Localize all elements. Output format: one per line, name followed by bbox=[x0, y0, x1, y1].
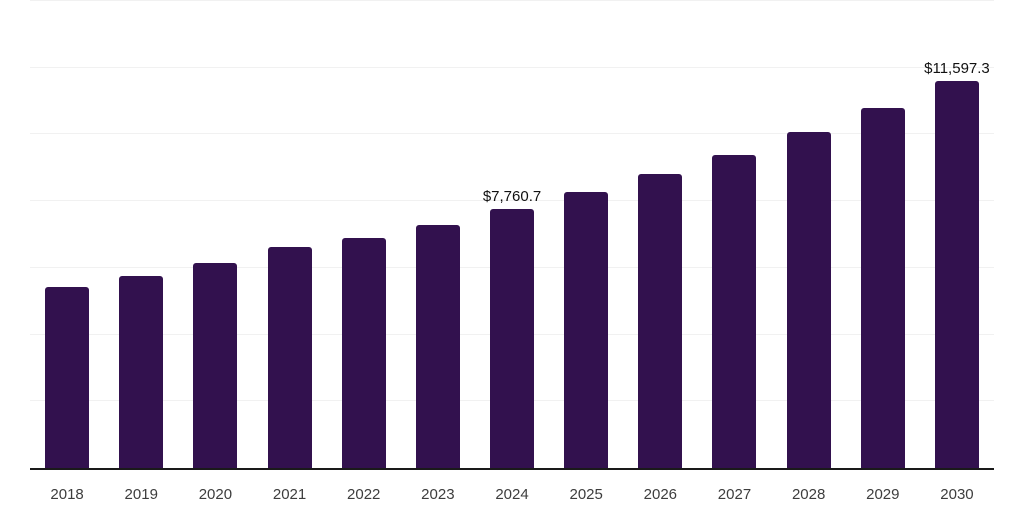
gridline bbox=[30, 200, 994, 202]
bar-slot bbox=[772, 1, 846, 468]
x-axis-label-2022: 2022 bbox=[347, 485, 381, 503]
bar-slot: $11,597.3 bbox=[920, 1, 994, 468]
bar-value-label: $7,760.7 bbox=[482, 188, 542, 206]
bar-slot bbox=[401, 1, 475, 468]
bar-2021[interactable] bbox=[267, 247, 312, 468]
bar-slot bbox=[623, 1, 697, 468]
plot-area: $7,760.7 $11,597.3 bbox=[30, 0, 994, 470]
x-axis-label-2023: 2023 bbox=[421, 485, 455, 503]
bar-2026[interactable] bbox=[638, 174, 683, 468]
bar-2019[interactable] bbox=[119, 275, 164, 468]
bar-2028[interactable] bbox=[786, 132, 831, 468]
bars-row: $7,760.7 $11,597.3 bbox=[30, 1, 994, 468]
bar-2025[interactable] bbox=[564, 192, 609, 468]
bar-slot bbox=[104, 1, 178, 468]
bar-2029[interactable] bbox=[860, 108, 905, 468]
x-axis-label-2029: 2029 bbox=[866, 485, 900, 503]
bar-slot bbox=[252, 1, 326, 468]
gridline bbox=[30, 66, 994, 68]
gridline bbox=[30, 133, 994, 135]
x-axis-label-2024: 2024 bbox=[495, 485, 529, 503]
bar-2020[interactable] bbox=[193, 262, 238, 468]
x-axis: 2018 2019 2020 2021 2022 2023 2024 2025 2026 2027… bbox=[30, 472, 994, 512]
bar-slot bbox=[697, 1, 771, 468]
x-axis-label-2026: 2026 bbox=[643, 485, 678, 503]
x-axis-label-2018: 2018 bbox=[50, 485, 84, 503]
x-axis-label-2020: 2020 bbox=[198, 485, 233, 503]
bar-2030[interactable] bbox=[934, 81, 979, 468]
bar-2022[interactable] bbox=[341, 237, 386, 468]
bar-slot bbox=[549, 1, 623, 468]
bar-slot bbox=[846, 1, 920, 468]
x-axis-label-2027: 2027 bbox=[717, 485, 752, 503]
bar-slot bbox=[327, 1, 401, 468]
x-axis-label-2028: 2028 bbox=[791, 485, 826, 503]
bar-2027[interactable] bbox=[712, 154, 757, 468]
bar-value-label: $11,597.3 bbox=[924, 60, 990, 78]
x-axis-label-2025: 2025 bbox=[569, 485, 603, 503]
bar-slot: $7,760.7 bbox=[475, 1, 549, 468]
x-axis-label-2030: 2030 bbox=[940, 485, 974, 503]
bar-slot bbox=[178, 1, 252, 468]
bar-2018[interactable] bbox=[45, 286, 90, 468]
x-axis-label-2019: 2019 bbox=[124, 485, 158, 503]
x-axis-label-2021: 2021 bbox=[272, 485, 307, 503]
bar-slot bbox=[30, 1, 104, 468]
gridline bbox=[30, 0, 994, 1]
bar-2024[interactable] bbox=[490, 209, 535, 468]
bar-2023[interactable] bbox=[415, 224, 460, 468]
